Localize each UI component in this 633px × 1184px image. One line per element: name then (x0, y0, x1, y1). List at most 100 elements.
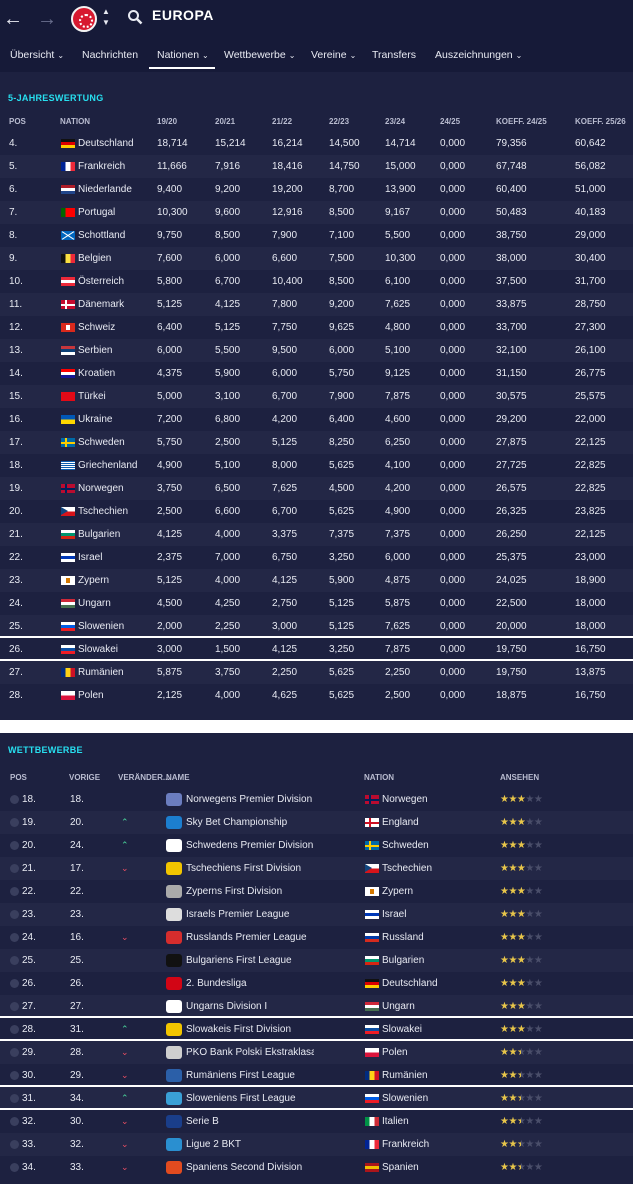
nation-name[interactable]: Zypern (382, 886, 414, 897)
table-row[interactable]: 8. Schottland 9,750 8,500 7,900 7,100 5,500 0,0… (0, 224, 633, 247)
nation-name[interactable]: Deutschland (78, 138, 134, 149)
nation-name[interactable]: Bulgarien (78, 529, 121, 540)
nation-name[interactable]: Slowakei (382, 1024, 423, 1035)
nation-name[interactable]: England (382, 817, 419, 828)
table-row[interactable]: 28. Polen 2,125 4,000 4,625 5,625 2,500 0,000 18… (0, 684, 633, 707)
tab-auszeichnungen[interactable]: Auszeichnungen ⌄ (435, 45, 522, 69)
back-arrow-icon[interactable]: ← (3, 8, 23, 30)
nation-name[interactable]: Israel (78, 552, 103, 563)
table-row[interactable]: 22. 22. Zyperns First Division Zypern ★★★★★ (0, 880, 633, 903)
table-row[interactable]: 32. 30. ⌄ Serie B Italien ★★★★★ (0, 1110, 633, 1133)
nation-name[interactable]: Rumänien (382, 1070, 428, 1081)
table-row[interactable]: 29. 28. ⌄ PKO Bank Polski Ekstraklasa Polen ★… (0, 1041, 633, 1064)
nation-name[interactable]: Belgien (78, 253, 112, 264)
table-row[interactable]: 25. 25. Bulgariens First League Bulgarien ★★… (0, 949, 633, 972)
col-header-pos[interactable]: POS (10, 773, 27, 782)
table-row[interactable]: 17. Schweden 5,750 2,500 5,125 8,250 6,250 0,00… (0, 431, 633, 454)
nation-name[interactable]: Israel (382, 909, 407, 920)
table-row[interactable]: 9. Belgien 7,600 6,000 6,600 7,500 10,300 0,000… (0, 247, 633, 270)
nation-name[interactable]: Portugal (78, 207, 116, 218)
col-header-vorige[interactable]: VORIGE (69, 773, 101, 782)
tab-ubersicht[interactable]: Übersicht ⌄ (10, 45, 64, 69)
col-header-19-20[interactable]: 19/20 (157, 117, 178, 126)
nation-name[interactable]: Polen (78, 690, 104, 701)
table-row[interactable]: 22. Israel 2,375 7,000 6,750 3,250 6,000 0,000 2… (0, 546, 633, 569)
competition-name[interactable]: Ligue 2 BKT (186, 1139, 242, 1150)
competition-name[interactable]: Russlands Premier League (186, 932, 307, 943)
table-row[interactable]: 12. Schweiz 6,400 5,125 7,750 9,625 4,800 0,000… (0, 316, 633, 339)
nation-name[interactable]: Ungarn (78, 598, 111, 609)
nation-name[interactable]: Österreich (78, 276, 125, 287)
table-row[interactable]: 15. Türkei 5,000 3,100 6,700 7,900 7,875 0,000 3… (0, 385, 633, 408)
nation-name[interactable]: Slowenien (382, 1093, 429, 1104)
nation-name[interactable]: Zypern (78, 575, 110, 586)
competition-name[interactable]: Bulgariens First League (186, 955, 292, 966)
col-header-22-23[interactable]: 22/23 (329, 117, 350, 126)
table-row[interactable]: 13. Serbien 6,000 5,500 9,500 6,000 5,100 0,000… (0, 339, 633, 362)
competition-name[interactable]: PKO Bank Polski Ekstraklasa (186, 1047, 314, 1058)
nation-name[interactable]: Griechenland (78, 460, 138, 471)
competition-name[interactable]: Israels Premier League (186, 909, 290, 920)
col-header-24-25[interactable]: 24/25 (440, 117, 461, 126)
nation-name[interactable]: Norwegen (382, 794, 428, 805)
table-row[interactable]: 19. Norwegen 3,750 6,500 7,625 4,500 4,200 0,00… (0, 477, 633, 500)
table-row[interactable]: 20. 24. ⌃ Schwedens Premier Division Schwede… (0, 834, 633, 857)
competition-name[interactable]: Sky Bet Championship (186, 817, 288, 828)
table-row[interactable]: 11. Dänemark 5,125 4,125 7,800 9,200 7,625 0,00… (0, 293, 633, 316)
table-row[interactable]: 27. 27. Ungarns Division I Ungarn ★★★★★ (0, 995, 633, 1018)
tab-wettbewerbe[interactable]: Wettbewerbe ⌄ (224, 45, 295, 69)
table-row[interactable]: 33. 32. ⌄ Ligue 2 BKT Frankreich ★★★★★ (0, 1133, 633, 1156)
table-row[interactable]: 25. Slowenien 2,000 2,250 3,000 5,125 7,625 0,0… (0, 615, 633, 638)
competition-name[interactable]: Spaniens Second Division (186, 1162, 303, 1173)
forward-arrow-icon[interactable]: → (37, 8, 57, 30)
nation-name[interactable]: Russland (382, 932, 424, 943)
col-header-nation[interactable]: NATION (364, 773, 395, 782)
competition-name[interactable]: Ungarns Division I (186, 1001, 268, 1012)
competition-name[interactable]: Rumäniens First League (186, 1070, 295, 1081)
table-row[interactable]: 24. Ungarn 4,500 4,250 2,750 5,125 5,875 0,000 2… (0, 592, 633, 615)
nation-name[interactable]: Italien (382, 1116, 409, 1127)
tab-vereine[interactable]: Vereine ⌄ (311, 45, 356, 69)
table-row[interactable]: 24. 16. ⌄ Russlands Premier League Russland ★… (0, 926, 633, 949)
nation-name[interactable]: Kroatien (78, 368, 116, 379)
table-row[interactable]: 18. Griechenland 4,900 5,100 8,000 5,625 4,100… (0, 454, 633, 477)
competition-name[interactable]: 2. Bundesliga (186, 978, 247, 989)
nation-name[interactable]: Polen (382, 1047, 408, 1058)
table-row[interactable]: 21. 17. ⌄ Tschechiens First Division Tschech… (0, 857, 633, 880)
tab-nachrichten[interactable]: Nachrichten (82, 45, 138, 69)
col-header-name[interactable]: NAME (166, 773, 190, 782)
table-row[interactable]: 16. Ukraine 7,200 6,800 4,200 6,400 4,600 0,000… (0, 408, 633, 431)
nation-name[interactable]: Bulgarien (382, 955, 425, 966)
nation-name[interactable]: Slowakei (78, 644, 119, 655)
table-row[interactable]: 20. Tschechien 2,500 6,600 6,700 5,625 4,900 0,… (0, 500, 633, 523)
nation-name[interactable]: Norwegen (78, 483, 124, 494)
table-row[interactable]: 23. Zypern 5,125 4,000 4,125 5,900 4,875 0,000 2… (0, 569, 633, 592)
col-header-ansehen[interactable]: ANSEHEN (500, 773, 540, 782)
nation-name[interactable]: Serbien (78, 345, 113, 356)
tab-transfers[interactable]: Transfers (372, 45, 416, 69)
nation-name[interactable]: Schweden (382, 840, 429, 851)
table-row[interactable]: 28. 31. ⌃ Slowakeis First Division Slowakei ★… (0, 1018, 633, 1041)
nation-name[interactable]: Tschechien (78, 506, 129, 517)
nation-name[interactable]: Slowenien (78, 621, 125, 632)
competition-name[interactable]: Slowakeis First Division (186, 1024, 292, 1035)
nation-name[interactable]: Spanien (382, 1162, 419, 1173)
table-row[interactable]: 6. Niederlande 9,400 9,200 19,200 8,700 13,900… (0, 178, 633, 201)
table-row[interactable]: 7. Portugal 10,300 9,600 12,916 8,500 9,167 0,0… (0, 201, 633, 224)
nation-name[interactable]: Schweden (78, 437, 125, 448)
col-header-23-24[interactable]: 23/24 (385, 117, 406, 126)
table-row[interactable]: 5. Frankreich 11,666 7,916 18,416 14,750 15,00… (0, 155, 633, 178)
nation-name[interactable]: Dänemark (78, 299, 125, 310)
nation-name[interactable]: Tschechien (382, 863, 433, 874)
nation-name[interactable]: Deutschland (382, 978, 438, 989)
competition-name[interactable]: Zyperns First Division (186, 886, 283, 897)
nation-name[interactable]: Niederlande (78, 184, 132, 195)
nation-name[interactable]: Schottland (78, 230, 126, 241)
tab-nationen[interactable]: Nationen ⌄ (149, 45, 215, 69)
table-row[interactable]: 19. 20. ⌃ Sky Bet Championship England ★★★★★ (0, 811, 633, 834)
table-row[interactable]: 27. Rumänien 5,875 3,750 2,250 5,625 2,250 0,00… (0, 661, 633, 684)
table-row[interactable]: 26. Slowakei 3,000 1,500 4,125 3,250 7,875 0,00… (0, 638, 633, 661)
nation-name[interactable]: Frankreich (78, 161, 126, 172)
col-header-verander[interactable]: VERÄNDER... (118, 773, 170, 782)
col-header-nation[interactable]: NATION (60, 117, 91, 126)
